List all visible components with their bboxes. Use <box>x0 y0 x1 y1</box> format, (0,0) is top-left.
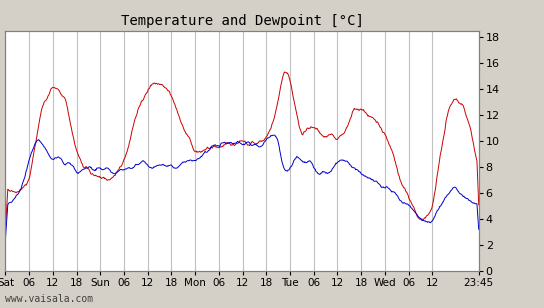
Text: www.vaisala.com: www.vaisala.com <box>5 294 94 304</box>
Title: Temperature and Dewpoint [°C]: Temperature and Dewpoint [°C] <box>121 14 363 28</box>
